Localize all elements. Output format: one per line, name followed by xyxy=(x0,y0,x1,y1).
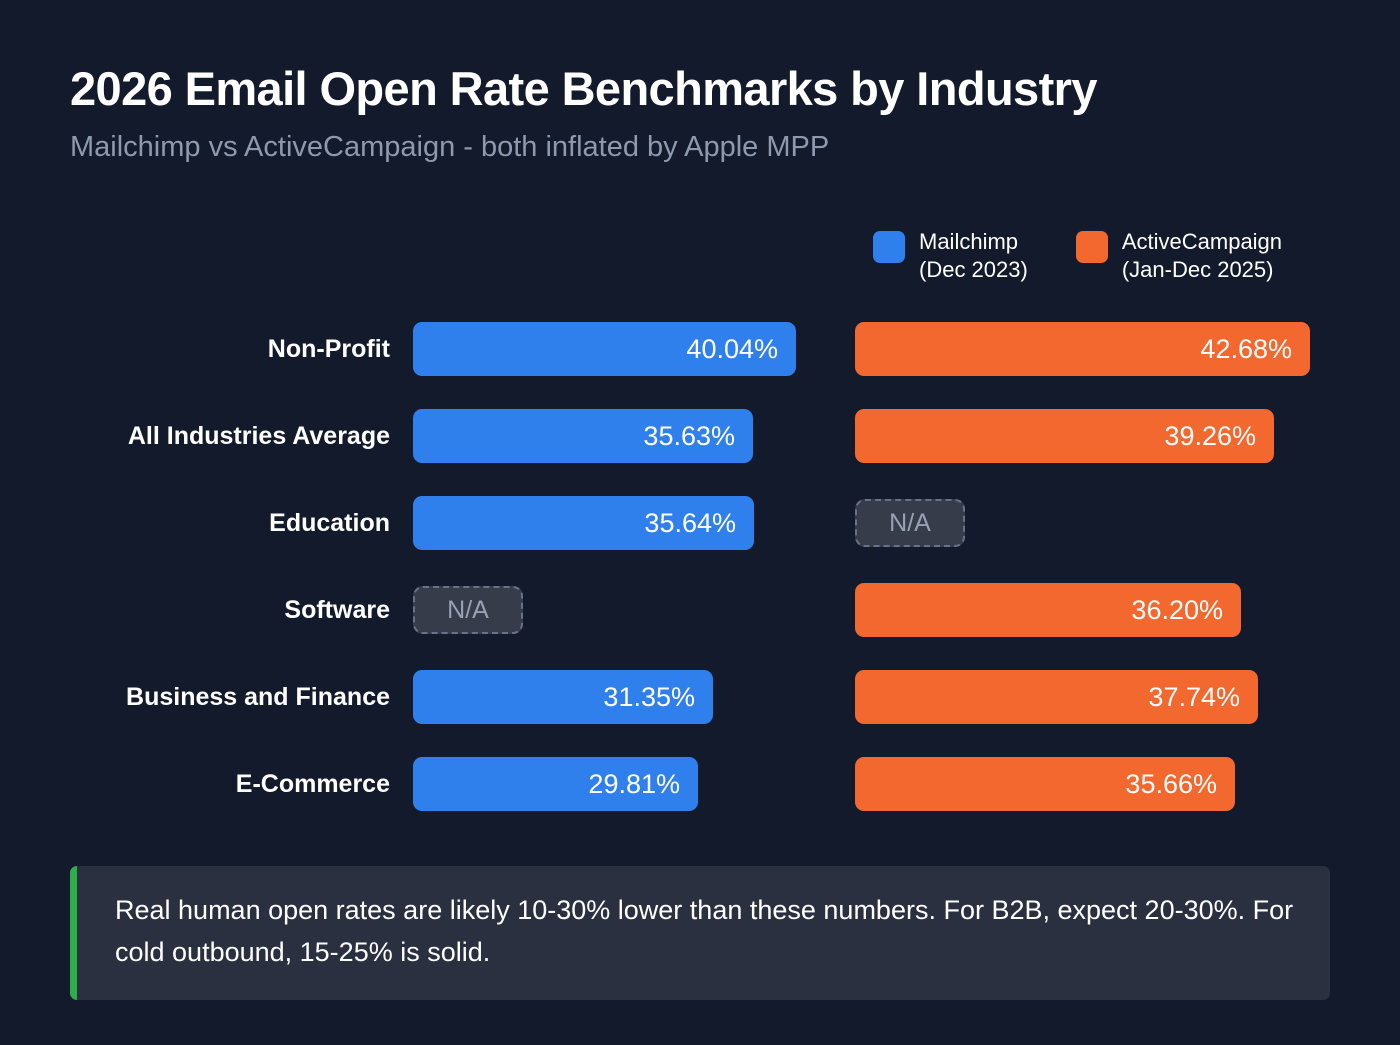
row-category-label: Non-Profit xyxy=(267,334,390,363)
bar-row: Software N/A 36.20% xyxy=(0,583,1400,637)
bar-value-label: 40.04% xyxy=(686,333,778,364)
bar-mailchimp: 40.04% xyxy=(413,322,796,376)
bar-value-label: 35.64% xyxy=(644,507,736,538)
legend-label-mailchimp: Mailchimp (Dec 2023) xyxy=(919,228,1028,284)
bar-value-label: 37.74% xyxy=(1148,681,1240,712)
legend-series-name: Mailchimp xyxy=(919,229,1019,254)
legend-series-name: ActiveCampaign xyxy=(1121,229,1283,254)
bar-rows: Non-Profit 40.04% 42.68% All Industries Ave… xyxy=(0,322,1400,844)
chart-legend: Mailchimp (Dec 2023) ActiveCampaign (Jan… xyxy=(873,228,1282,284)
bar-row: Non-Profit 40.04% 42.68% xyxy=(0,322,1400,376)
na-placeholder-mailchimp: N/A xyxy=(413,586,523,634)
bar-activecampaign: 36.20% xyxy=(855,583,1241,637)
bar-row: All Industries Average 35.63% 39.26% xyxy=(0,409,1400,463)
footnote-accent-bar xyxy=(70,866,77,1000)
legend-series-period: (Dec 2023) xyxy=(919,256,1028,282)
bar-mailchimp: 35.64% xyxy=(413,496,754,550)
legend-swatch-icon-activecampaign xyxy=(1075,231,1108,263)
page-title: 2026 Email Open Rate Benchmarks by Indus… xyxy=(70,62,1097,115)
bar-row: Business and Finance 31.35% 37.74% xyxy=(0,670,1400,724)
bar-mailchimp: 35.63% xyxy=(413,409,753,463)
bar-activecampaign: 37.74% xyxy=(855,670,1258,724)
bar-value-label: 35.63% xyxy=(643,420,735,451)
row-category-label: All Industries Average xyxy=(127,421,390,450)
chart-header: 2026 Email Open Rate Benchmarks by Indus… xyxy=(70,0,1330,165)
bar-value-label: 39.26% xyxy=(1164,420,1256,451)
bar-value-label: 42.68% xyxy=(1200,333,1292,364)
legend-series-period: (Jan-Dec 2025) xyxy=(1121,256,1274,282)
footnote-body: Real human open rates are likely 10-30% … xyxy=(77,866,1330,1000)
row-category-label: Business and Finance xyxy=(126,682,390,711)
footnote-callout: Real human open rates are likely 10-30% … xyxy=(70,866,1330,1000)
row-category-label: Education xyxy=(269,508,390,537)
legend-label-activecampaign: ActiveCampaign (Jan-Dec 2025) xyxy=(1122,228,1282,284)
bar-activecampaign: 42.68% xyxy=(855,322,1310,376)
legend-swatch-icon-mailchimp xyxy=(873,231,905,263)
bar-value-label: 36.20% xyxy=(1131,594,1223,625)
legend-item-mailchimp: Mailchimp (Dec 2023) xyxy=(873,228,1028,284)
bar-mailchimp: 29.81% xyxy=(413,757,698,811)
row-category-label: Software xyxy=(284,595,390,624)
na-placeholder-activecampaign: N/A xyxy=(855,499,965,547)
legend-item-activecampaign: ActiveCampaign (Jan-Dec 2025) xyxy=(1075,228,1282,284)
row-category-label: E-Commerce xyxy=(235,769,390,798)
bar-value-label: 31.35% xyxy=(603,681,695,712)
bar-mailchimp: 31.35% xyxy=(413,670,713,724)
footnote-text: Real human open rates are likely 10-30% … xyxy=(115,895,1294,967)
bar-activecampaign: 39.26% xyxy=(855,409,1274,463)
page-subtitle: Mailchimp vs ActiveCampaign - both infla… xyxy=(70,131,830,164)
bar-activecampaign: 35.66% xyxy=(855,757,1235,811)
bar-value-label: 35.66% xyxy=(1125,768,1217,799)
bar-row: E-Commerce 29.81% 35.66% xyxy=(0,757,1400,811)
bar-row: Education 35.64% N/A xyxy=(0,496,1400,550)
bar-value-label: 29.81% xyxy=(588,768,680,799)
